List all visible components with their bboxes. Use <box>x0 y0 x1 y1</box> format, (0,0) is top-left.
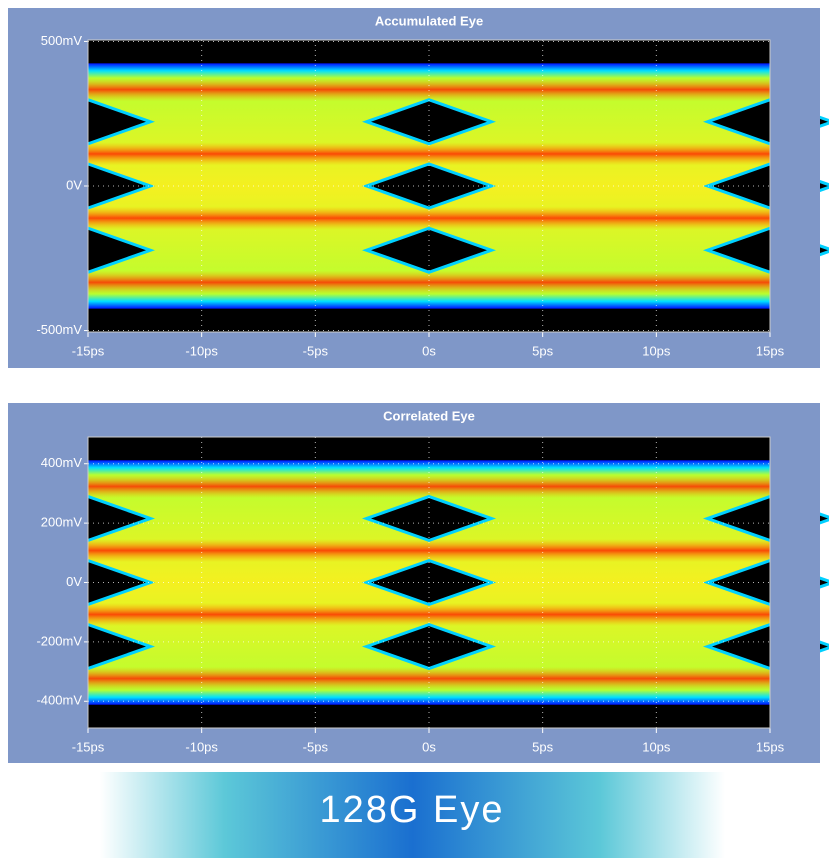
x-tick-label: 5ps <box>532 343 553 358</box>
x-tick-label: 15ps <box>756 739 785 754</box>
level-stripe <box>88 270 770 295</box>
x-tick-label: -15ps <box>72 739 105 754</box>
level-stripe <box>88 666 770 691</box>
chart-title: Accumulated Eye <box>375 13 483 28</box>
level-stripe <box>88 142 770 166</box>
y-tick-label: 200mV <box>41 515 83 530</box>
x-tick-label: 10ps <box>642 739 671 754</box>
panel-edge <box>18 437 88 728</box>
panel-edge <box>18 40 88 332</box>
y-tick-label: -400mV <box>36 693 82 708</box>
y-tick-label: 0V <box>66 574 82 589</box>
banner-title: 128G Eye <box>320 789 505 831</box>
y-tick-label: -500mV <box>36 322 82 337</box>
x-tick-label: -5ps <box>303 343 329 358</box>
level-stripe <box>88 77 770 102</box>
eye-opening <box>371 101 487 143</box>
level-stripe <box>88 474 770 499</box>
chart-title: Correlated Eye <box>383 408 475 423</box>
y-tick-label: -200mV <box>36 633 82 648</box>
eye-opening <box>371 498 487 539</box>
panel-edge <box>770 40 820 332</box>
x-tick-label: 10ps <box>642 343 671 358</box>
y-tick-label: 0V <box>66 177 82 192</box>
banner <box>100 772 725 858</box>
level-stripe <box>88 538 770 563</box>
x-tick-label: -5ps <box>303 739 329 754</box>
eye-opening <box>371 626 487 667</box>
level-stripe <box>88 602 770 627</box>
plot-frame <box>87 39 771 333</box>
level-stripe <box>88 206 770 230</box>
x-tick-label: -10ps <box>185 343 218 358</box>
x-tick-label: -15ps <box>72 343 105 358</box>
panel-edge <box>770 437 820 728</box>
x-tick-label: 0s <box>422 739 436 754</box>
y-tick-label: 500mV <box>41 33 83 48</box>
plot-frame <box>87 436 771 729</box>
x-tick-label: 0s <box>422 343 436 358</box>
x-tick-label: 5ps <box>532 739 553 754</box>
y-tick-label: 400mV <box>41 455 83 470</box>
x-tick-label: -10ps <box>185 739 218 754</box>
x-tick-label: 15ps <box>756 343 785 358</box>
